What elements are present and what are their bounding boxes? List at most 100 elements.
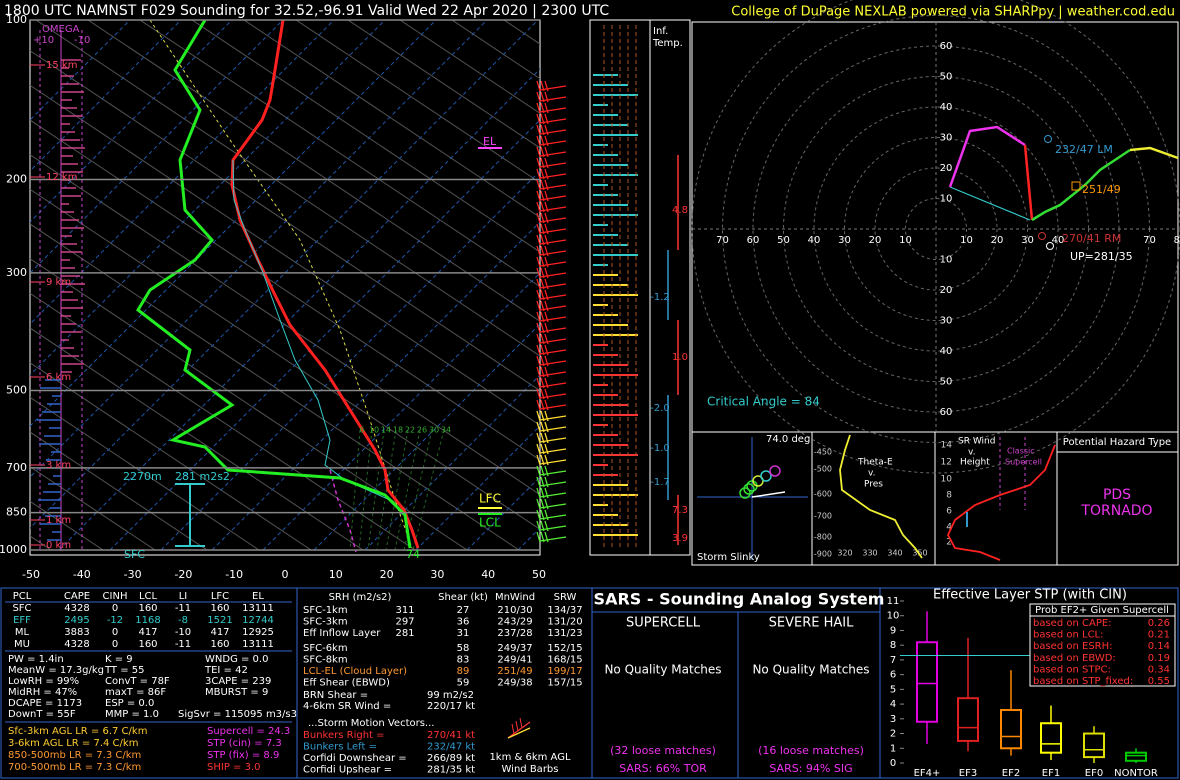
temperature-label: 40 <box>481 568 495 581</box>
dry-adiabat <box>30 258 468 551</box>
slinky-ring <box>752 475 764 487</box>
table-cell: 13111 <box>242 639 274 650</box>
label: 131/20 <box>547 617 582 628</box>
wind-barb-feather <box>544 388 549 400</box>
isotherm <box>30 20 335 325</box>
dry-adiabat <box>35 20 540 357</box>
wind-barb-feather <box>536 146 541 158</box>
label: 2270m <box>123 470 162 483</box>
label: SARS: 94% SIG <box>769 762 852 775</box>
temperature-trace <box>230 20 420 549</box>
wind-barb-feather <box>540 278 545 290</box>
credit: College of DuPage NEXLAB powered via SHA… <box>731 5 1175 20</box>
label: SFC-1km <box>303 605 348 616</box>
wind-barb <box>539 459 567 465</box>
label: 249/41 <box>497 655 532 666</box>
trace <box>507 727 531 739</box>
wind-barb-feather <box>544 311 549 323</box>
wind-barb-feather <box>540 157 545 169</box>
line <box>515 720 519 732</box>
hodo-trace <box>1129 146 1179 160</box>
slinky-vector <box>751 491 786 498</box>
wind-barb-feather <box>540 509 545 521</box>
label: v. <box>968 448 976 458</box>
wind-barb-feather <box>536 421 541 433</box>
label: Classic <box>1007 447 1035 456</box>
wind-barb-feather <box>536 366 541 378</box>
wind-barb-feather <box>536 91 541 103</box>
title: 1800 UTC NAMNST F029 Sounding for 32.52,… <box>4 3 609 19</box>
stp-tick-label: 3 <box>890 714 896 725</box>
dry-adiabat <box>30 119 540 461</box>
hodo-label: 20 <box>869 235 882 246</box>
isotherm <box>30 20 488 478</box>
box <box>1125 751 1147 762</box>
label: UP=281/35 <box>1070 250 1133 263</box>
wind-barb-feather <box>536 531 541 543</box>
hodo-ring <box>905 198 967 260</box>
table-cell: 2495 <box>64 615 89 626</box>
label: Corfidi Upshear = <box>303 765 392 776</box>
label: SigSvr = 115095 m3/s3 <box>178 709 297 720</box>
wind-barb-feather <box>536 289 541 301</box>
wind-barb-feather <box>536 399 541 411</box>
wind-barb-feather <box>544 91 549 103</box>
label: STP (cin) = 7.3 <box>207 738 282 749</box>
prob-box <box>1029 603 1176 687</box>
dry-adiabat <box>30 154 540 496</box>
sr-wind-y-label: 6 <box>946 507 952 517</box>
label: 281 <box>395 628 414 639</box>
inferred-temp-value: -2.0 <box>650 403 670 414</box>
wind-barb-feather <box>540 201 545 213</box>
wind-barb-feather <box>544 245 549 257</box>
wind-barb-feather <box>544 212 549 224</box>
wind-barb-feather <box>544 476 549 488</box>
skewt-plot <box>30 20 540 553</box>
wind-barb-feather <box>540 344 545 356</box>
isotherm <box>262 272 540 551</box>
stp-tick-label: 11 <box>887 596 900 607</box>
pressure-label: 700 <box>6 461 27 474</box>
wind-barb <box>539 140 567 146</box>
theta-e-y-label: -450 <box>814 448 832 457</box>
stp-tick-label: 8 <box>890 640 896 651</box>
wind-barb-feather <box>536 256 541 268</box>
label: 281/35 kt <box>427 765 475 776</box>
temperature-label: 0 <box>282 568 289 581</box>
temperature-label: -30 <box>124 568 142 581</box>
hodo-trace <box>948 125 1026 188</box>
label: SEVERE HAIL <box>769 616 854 631</box>
label: Shear (kt) <box>438 592 488 603</box>
label: Height <box>960 458 990 468</box>
label: 0.21 <box>1148 630 1170 641</box>
el-label: EL <box>483 135 497 148</box>
wind-barb-feather <box>540 190 545 202</box>
dry-adiabat <box>30 396 260 551</box>
wind-barb <box>539 294 567 300</box>
wind-barb-feather <box>536 278 541 290</box>
mixing-ratio-label: 14 <box>381 426 391 435</box>
mixing-ratio-label: 10 <box>369 426 379 435</box>
label: based on STPC: <box>1033 664 1111 675</box>
label: Theta-E <box>857 458 893 468</box>
wind-barb <box>539 514 567 520</box>
wind-barb-feather <box>544 223 549 235</box>
wind-barb-feather <box>540 168 545 180</box>
label: DownT = 55F <box>8 709 76 720</box>
wind-barb-feather <box>544 168 549 180</box>
temperature-label: 30 <box>430 568 444 581</box>
wind-barb-feather <box>536 520 541 532</box>
mixing-ratio-line <box>358 429 373 551</box>
wind-barb-feather <box>540 531 545 543</box>
wind-barb-feather <box>536 454 541 466</box>
dry-adiabat <box>30 327 364 551</box>
wind-barb-feather <box>540 377 545 389</box>
wind-barb-feather <box>540 311 545 323</box>
label: 249/38 <box>497 678 532 689</box>
sars-title: SARS - Sounding Analog System <box>594 590 885 609</box>
stp-tick-label: 2 <box>890 729 896 740</box>
table-cell: 12925 <box>242 627 274 638</box>
wind-barb-feather <box>540 333 545 345</box>
wind-barb-feather <box>544 113 549 125</box>
downdraft-trace <box>329 469 357 553</box>
